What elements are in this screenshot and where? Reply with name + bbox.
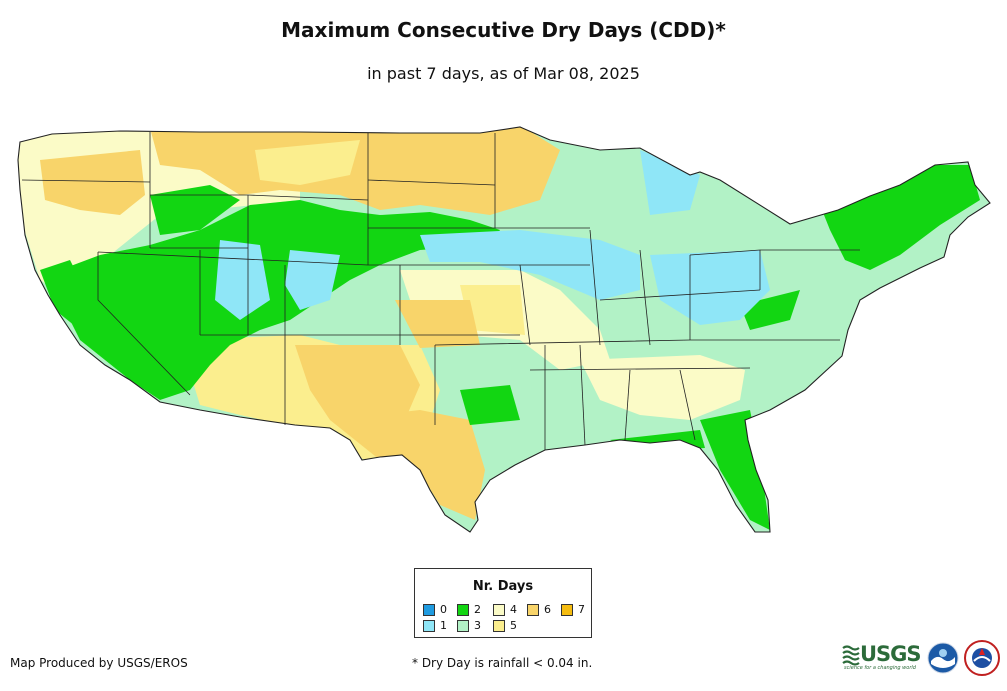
legend-swatch-2 — [457, 604, 469, 616]
legend-label-7: 7 — [578, 603, 585, 616]
credit-text: Map Produced by USGS/EROS — [10, 656, 188, 670]
legend-label-5: 5 — [510, 619, 517, 632]
legend-swatch-7 — [561, 604, 573, 616]
map-subtitle: in past 7 days, as of Mar 08, 2025 — [367, 64, 640, 83]
legend-label-1: 1 — [440, 619, 447, 632]
legend-label-4: 4 — [510, 603, 517, 616]
map-title: Maximum Consecutive Dry Days (CDD)* — [281, 18, 726, 42]
legend-swatch-1 — [423, 620, 435, 632]
legend-label-6: 6 — [544, 603, 551, 616]
usgs-logo-text: USGS — [860, 642, 922, 666]
legend-swatch-5 — [493, 620, 505, 632]
state-boundaries — [17, 126, 991, 533]
legend-swatch-6 — [527, 604, 539, 616]
legend-label-3: 3 — [474, 619, 481, 632]
legend-label-2: 2 — [474, 603, 481, 616]
legend-swatch-4 — [493, 604, 505, 616]
usgs-logo-icon — [842, 645, 860, 666]
legend-title: Nr. Days — [472, 579, 534, 594]
legend-swatch-3 — [457, 620, 469, 632]
legend-label-0: 0 — [440, 603, 447, 616]
noaa-logo-icon — [927, 642, 959, 674]
nws-logo-icon — [964, 640, 1000, 676]
legend-swatch-0 — [423, 604, 435, 616]
usgs-tagline: science for a changing world — [844, 665, 916, 671]
dry-day-footnote: * Dry Day is rainfall < 0.04 in. — [412, 656, 593, 670]
cdd-fill-layer — [18, 127, 990, 532]
legend: Nr. Days 0 1 2 3 4 5 6 7 — [414, 568, 592, 638]
agency-logos: USGS science for a changing world — [842, 640, 1002, 680]
